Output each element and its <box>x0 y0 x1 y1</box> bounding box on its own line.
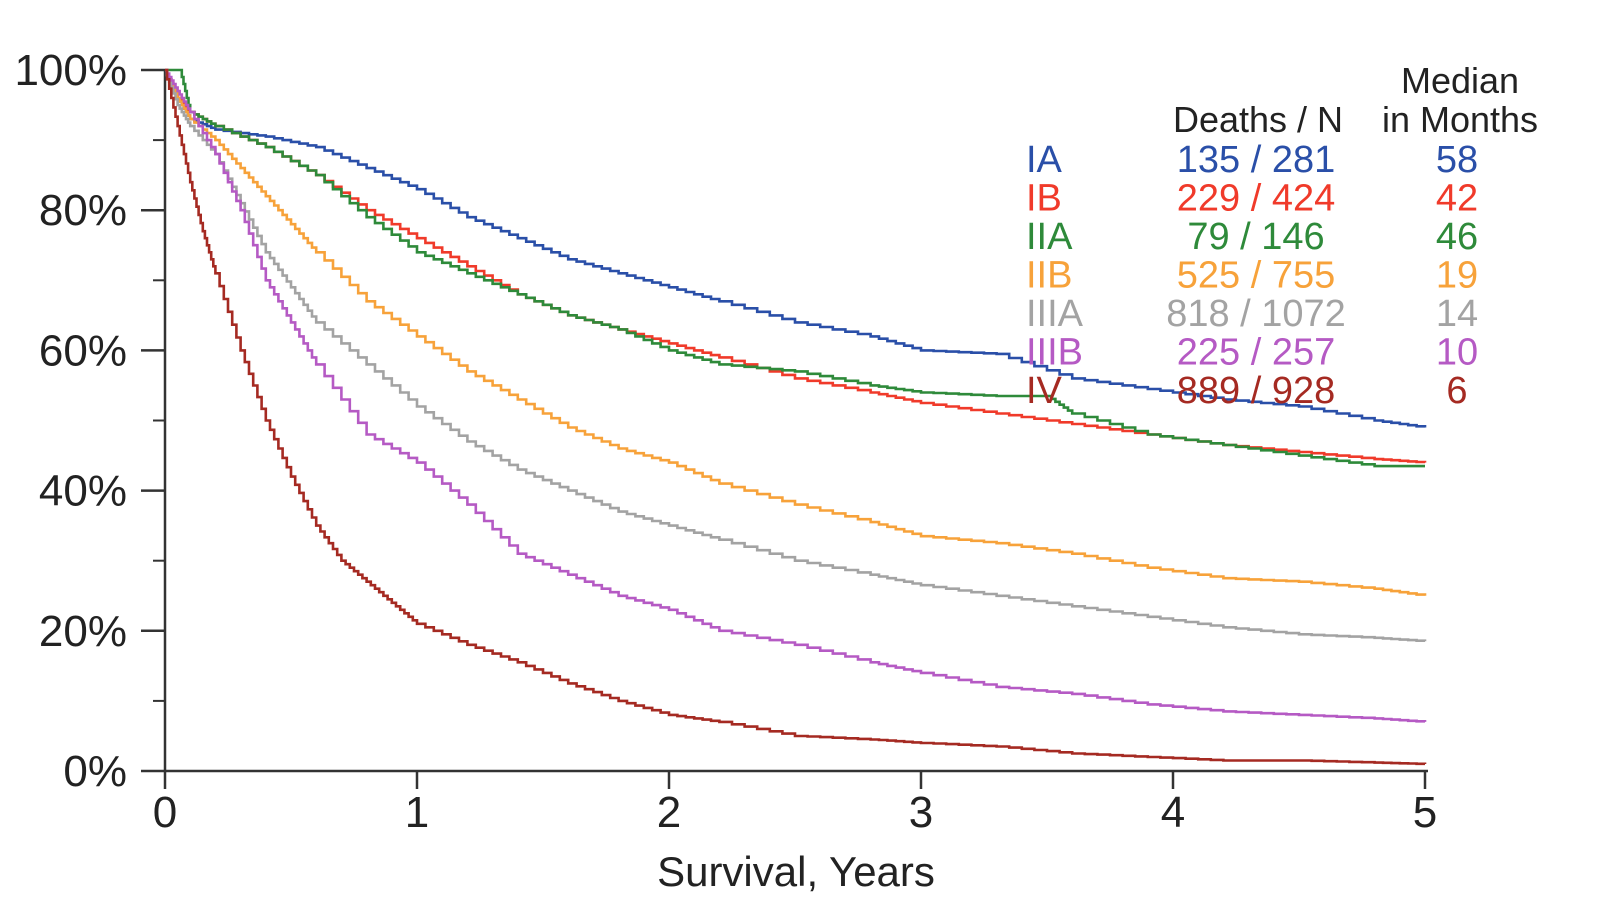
y-tick-label: 40% <box>39 467 127 516</box>
x-tick-label: 5 <box>1413 788 1437 837</box>
legend-median: 46 <box>1436 216 1478 258</box>
x-tick-label: 3 <box>909 788 933 837</box>
series-line-iia <box>165 68 1425 468</box>
legend-median: 58 <box>1436 139 1478 181</box>
legend-deaths-n: 79 / 146 <box>1187 216 1324 258</box>
legend-stage-iiib: IIIB <box>1026 332 1083 374</box>
x-tick-label: 1 <box>405 788 429 837</box>
legend: Median Deaths / N in Months IA 135 / 281 5… <box>1026 60 1538 412</box>
legend-deaths-n: 225 / 257 <box>1177 332 1335 374</box>
legend-deaths-n: 889 / 928 <box>1177 370 1335 412</box>
series-line-ia <box>165 68 1427 428</box>
y-tick-label: 60% <box>39 326 127 375</box>
x-tick-label: 4 <box>1161 788 1185 837</box>
legend-median: 6 <box>1446 370 1467 412</box>
legend-median: 42 <box>1436 178 1478 220</box>
legend-deaths-n: 135 / 281 <box>1177 139 1335 181</box>
x-tick-label: 0 <box>153 788 177 837</box>
y-tick-label: 0% <box>63 747 127 796</box>
legend-header-deaths: Deaths / N <box>1173 99 1343 140</box>
legend-rows: IA 135 / 281 58 IB 229 / 424 42 IIA 79 / 146 46 I… <box>1026 139 1478 412</box>
series-line-iib <box>165 68 1427 596</box>
y-tick-label: 80% <box>39 186 127 235</box>
ticks: 0% 20% 40% 60% 80% 100% 0 1 2 3 4 5 <box>14 46 1437 837</box>
legend-median: 10 <box>1436 332 1478 374</box>
legend-deaths-n: 229 / 424 <box>1177 178 1335 220</box>
y-tick-label: 20% <box>39 607 127 656</box>
series-line-iiib <box>165 68 1427 723</box>
legend-stage-iia: IIA <box>1026 216 1073 258</box>
legend-median: 14 <box>1436 293 1478 335</box>
legend-deaths-n: 525 / 755 <box>1177 255 1335 297</box>
series-line-iv <box>165 68 1427 766</box>
legend-stage-iiia: IIIA <box>1026 293 1084 335</box>
legend-header-median-line2: in Months <box>1382 99 1538 140</box>
legend-deaths-n: 818 / 1072 <box>1166 293 1346 335</box>
x-tick-label: 2 <box>657 788 681 837</box>
y-tick-label: 100% <box>14 46 127 95</box>
legend-stage-iib: IIB <box>1026 255 1072 297</box>
legend-median: 19 <box>1436 255 1478 297</box>
legend-stage-ib: IB <box>1026 178 1062 220</box>
series-layer <box>165 68 1427 766</box>
legend-header-median-line1: Median <box>1401 60 1519 101</box>
legend-stage-ia: IA <box>1026 139 1063 181</box>
x-axis-title: Survival, Years <box>657 848 935 895</box>
legend-stage-iv: IV <box>1026 370 1063 412</box>
